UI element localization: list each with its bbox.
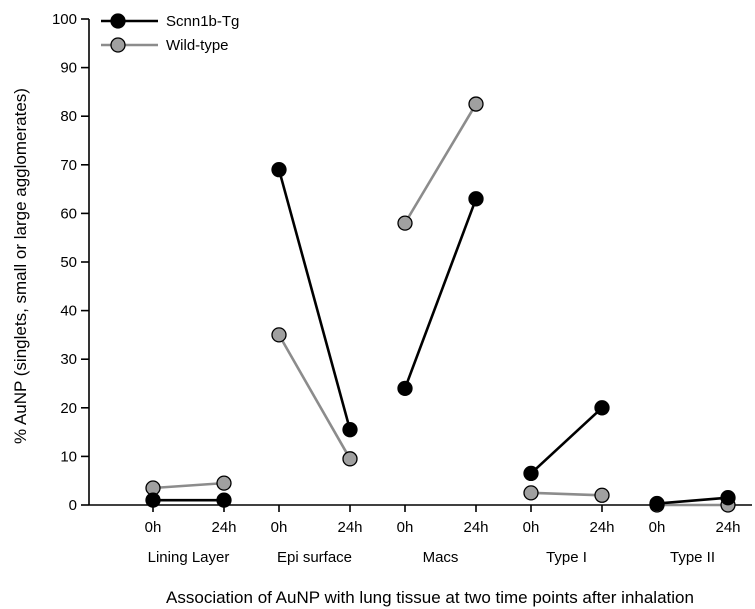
y-tick-label: 90 <box>60 60 77 77</box>
data-point <box>649 495 665 512</box>
series-line-segment <box>403 198 478 389</box>
data-point <box>216 492 232 508</box>
y-tick-label: 0 <box>69 497 77 514</box>
data-point <box>342 422 358 438</box>
x-tick-label: 0h <box>145 519 162 536</box>
series-line-segment <box>277 169 352 431</box>
series-line-segment <box>656 496 729 505</box>
data-point <box>271 327 287 343</box>
x-tick-label: 0h <box>523 519 540 536</box>
legend-marker <box>110 37 126 53</box>
data-point <box>145 492 161 508</box>
series-scnn1b-tg <box>145 162 736 512</box>
y-tick-label: 60 <box>60 205 77 222</box>
x-tick-label: 0h <box>271 519 288 536</box>
legend-item: Wild-type <box>101 37 229 54</box>
x-tick-label: 24h <box>589 519 614 536</box>
y-axis-title: % AuNP (singlets, small or large agglome… <box>11 88 30 444</box>
data-point <box>468 96 484 112</box>
y-tick-label: 10 <box>60 448 77 465</box>
data-point <box>720 490 736 506</box>
x-tick-label: 24h <box>211 519 236 536</box>
y-tick-label: 50 <box>60 254 77 271</box>
legend-item: Scnn1b-Tg <box>101 13 239 30</box>
y-tick-label: 70 <box>60 157 77 174</box>
x-tick-label: 0h <box>649 519 666 536</box>
group-label: Epi surface <box>277 549 352 566</box>
series-line-segment <box>277 334 352 460</box>
legend-marker <box>110 13 126 29</box>
data-point <box>594 400 610 416</box>
group-label: Macs <box>423 549 459 566</box>
y-tick-label: 30 <box>60 351 77 368</box>
y-tick-label: 80 <box>60 108 77 125</box>
group-label: Type I <box>546 549 587 566</box>
group-labels: Lining Layer Epi surface Macs Type I Type II <box>148 549 715 566</box>
data-point <box>523 485 539 501</box>
series-line-segment <box>152 481 225 490</box>
data-point <box>594 487 610 503</box>
x-ticks: 0h 24h 0h 24h 0h 24h 0h 24h 0h 24h <box>145 505 741 536</box>
series-line-segment <box>403 103 478 224</box>
y-tick-label: 40 <box>60 303 77 320</box>
y-tick-label: 100 <box>52 11 77 28</box>
group-label: Lining Layer <box>148 549 230 566</box>
data-point <box>342 451 358 467</box>
legend: Scnn1b-Tg Wild-type <box>101 13 239 54</box>
series-layer <box>145 96 736 513</box>
data-point <box>468 191 484 207</box>
series-line-segment <box>530 491 603 497</box>
legend-label: Wild-type <box>166 37 229 54</box>
data-point <box>271 162 287 178</box>
x-tick-label: 0h <box>397 519 414 536</box>
y-tick-label: 20 <box>60 400 77 417</box>
y-ticks: 0 10 20 30 40 50 60 70 80 90 100 <box>52 11 89 514</box>
series-line-segment <box>530 406 603 475</box>
data-point <box>397 215 413 231</box>
data-point <box>216 475 232 491</box>
x-tick-label: 24h <box>715 519 740 536</box>
x-tick-label: 24h <box>463 519 488 536</box>
data-point <box>523 465 539 482</box>
series-wild-type <box>145 96 736 513</box>
data-point <box>397 380 413 397</box>
x-tick-label: 24h <box>337 519 362 536</box>
group-label: Type II <box>670 549 715 566</box>
x-axis-title: Association of AuNP with lung tissue at … <box>166 588 694 607</box>
legend-label: Scnn1b-Tg <box>166 13 239 30</box>
